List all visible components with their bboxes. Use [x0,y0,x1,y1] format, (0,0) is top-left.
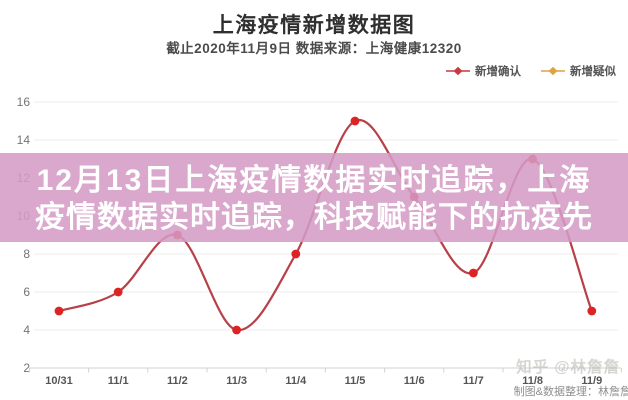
legend-item-new-confirmed: 新增确认 [446,63,521,79]
svg-text:11/5: 11/5 [345,375,366,387]
svg-text:16: 16 [17,95,31,109]
line-diamond-marker-icon [446,66,470,76]
zhihu-watermark: 知乎 @林詹詹 [516,359,620,376]
svg-text:8: 8 [23,247,30,261]
credit-line: 制图&数据整理：林詹詹 [513,386,628,398]
svg-text:4: 4 [23,323,30,337]
svg-text:6: 6 [23,285,30,299]
line-diamond-marker-icon [541,66,565,76]
legend-label-new-suspected: 新增疑似 [570,66,616,78]
chart-legend: 新增确认 新增疑似 [446,63,616,79]
svg-text:11/2: 11/2 [167,375,188,387]
legend-item-new-suspected: 新增疑似 [541,63,616,79]
svg-text:11/4: 11/4 [285,375,307,387]
svg-text:11/3: 11/3 [226,375,247,387]
legend-label-new-confirmed: 新增确认 [475,66,521,78]
svg-text:10/31: 10/31 [45,375,73,387]
svg-text:11/8: 11/8 [522,375,543,387]
svg-text:14: 14 [17,133,31,147]
svg-text:2: 2 [23,361,30,375]
chart-subtitle: 截止2020年11月9日 数据来源：上海健康12320 [166,41,462,56]
overlay-banner: 12月13日上海疫情数据实时追踪，上海 疫情数据实时追踪，科技赋能下的抗疫先 [0,153,628,242]
svg-text:11/7: 11/7 [463,375,484,387]
banner-text-line1: 12月13日上海疫情数据实时追踪，上海 [36,164,592,197]
svg-text:11/9: 11/9 [581,375,602,387]
svg-text:11/6: 11/6 [404,375,425,387]
chart-title: 上海疫情新增数据图 [212,14,416,37]
svg-text:11/1: 11/1 [108,375,129,387]
banner-text-line2: 疫情数据实时追踪，科技赋能下的抗疫先 [35,201,593,234]
